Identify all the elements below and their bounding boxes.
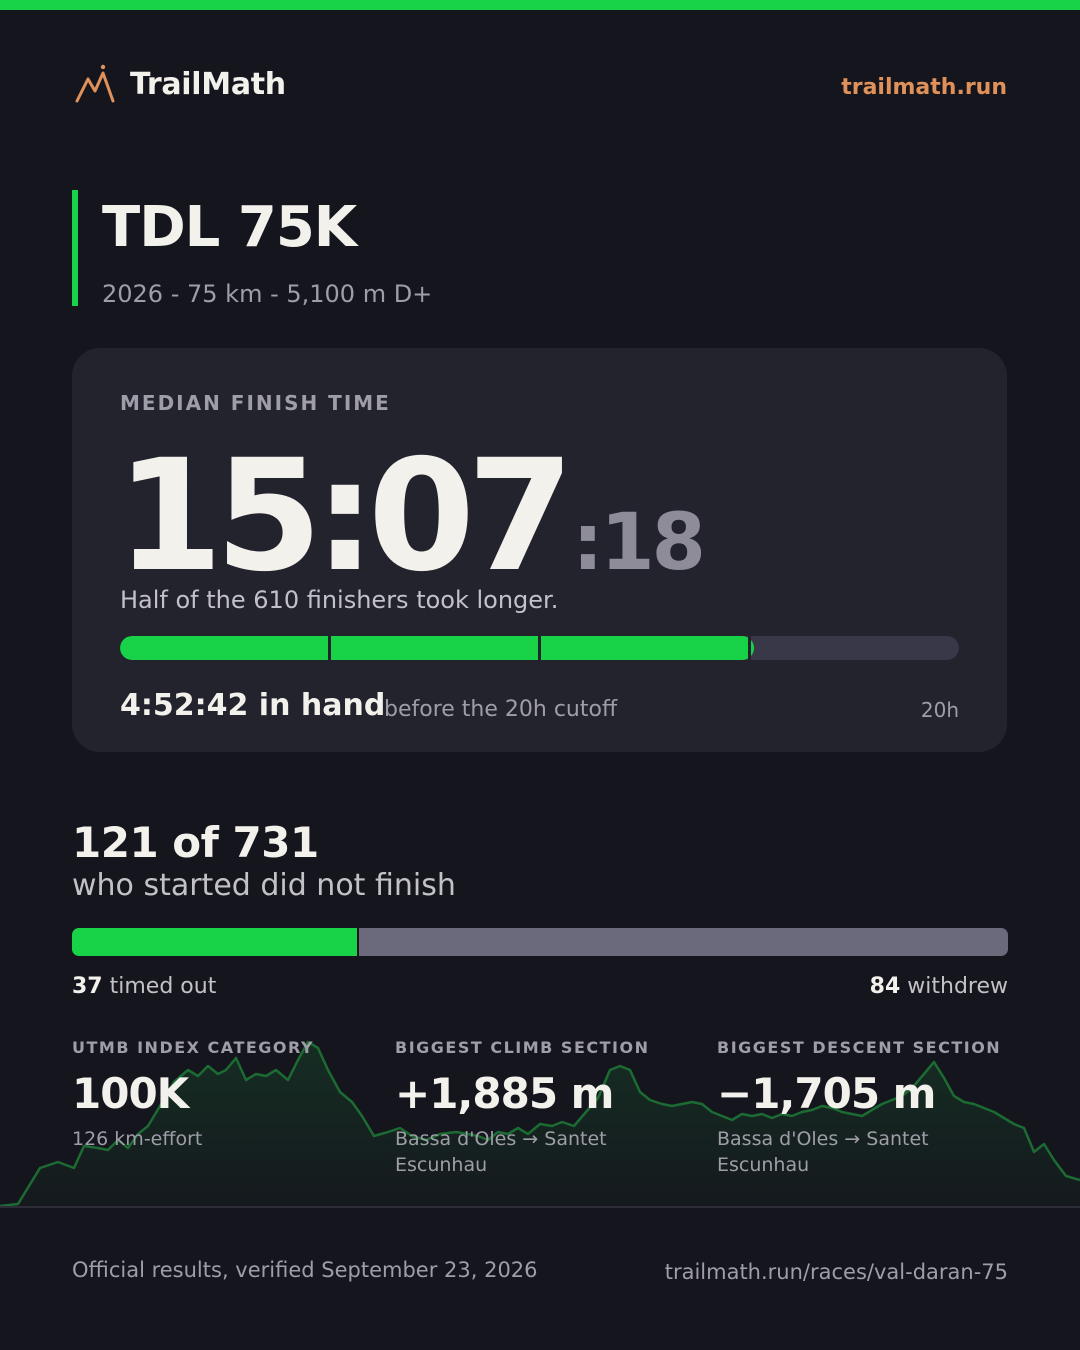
race-title: TDL 75K [102, 195, 357, 260]
dnf-count: 121 of 731 [72, 818, 319, 867]
dnf-timed-out-legend: 37 timed out [72, 974, 216, 999]
stat-label: BIGGEST CLIMB SECTION [395, 1038, 650, 1057]
brand-name: TrailMath [130, 66, 286, 102]
stat-value: +1,885 m [395, 1069, 614, 1118]
progress-hour-tick [328, 636, 332, 660]
cutoff-label: 20h [920, 698, 959, 722]
median-label: MEDIAN FINISH TIME [120, 391, 391, 415]
dnf-breakdown-bar [72, 928, 1008, 956]
dnf-withdrew-segment [359, 928, 1008, 956]
stat-sub: Bassa d'Oles → Santet Escunhau [395, 1128, 607, 1176]
stat-value: 100K [72, 1069, 189, 1118]
stat-label: BIGGEST DESCENT SECTION [717, 1038, 1002, 1057]
race-subtitle: 2026 - 75 km - 5,100 m D+ [102, 280, 433, 308]
median-time: 15:07 :18 [116, 440, 706, 594]
cutoff-row: 4:52:42 in hand before the 20h cutoff 20… [120, 686, 959, 726]
elevation-profile [0, 1040, 1080, 1208]
elevation-profile-line [0, 1040, 1080, 1208]
brand-url-link[interactable]: trailmath.run [841, 75, 1007, 100]
stat-label: UTMB INDEX CATEGORY [72, 1038, 315, 1057]
time-in-hand-note: before the 20h cutoff [384, 697, 618, 722]
stat-sub: Bassa d'Oles → Santet Escunhau [717, 1128, 929, 1176]
median-time-seconds: :18 [572, 498, 706, 588]
median-time-hours-minutes: 15:07 [116, 427, 574, 606]
race-header: TDL 75K 2026 - 75 km - 5,100 m D+ [72, 190, 433, 308]
stat-value: −1,705 m [717, 1069, 936, 1118]
withdrew-label: withdrew [907, 974, 1008, 999]
dnf-label: who started did not finish [72, 868, 456, 903]
stat-utmb-category: UTMB INDEX CATEGORY 100K 126 km-effort [72, 1038, 372, 1152]
withdrew-count: 84 [869, 974, 901, 999]
footer-verified-note: Official results, verified September 23,… [72, 1258, 538, 1282]
median-finish-card: MEDIAN FINISH TIME 15:07 :18 Half of the… [72, 348, 1007, 752]
dnf-withdrew-legend: 84 withdrew [870, 974, 1008, 999]
timed-out-label: timed out [109, 974, 217, 999]
dnf-timed-out-segment [72, 928, 357, 956]
time-in-hand: 4:52:42 in hand [120, 688, 386, 723]
timed-out-count: 37 [72, 974, 103, 999]
cutoff-progress-bar [120, 636, 959, 660]
stat-sub: 126 km-effort [72, 1128, 203, 1150]
cutoff-progress-fill [120, 636, 755, 660]
progress-hour-tick [538, 636, 541, 660]
footer-race-link[interactable]: trailmath.run/races/val-daran-75 [664, 1260, 1008, 1284]
brand[interactable]: TrailMath [74, 62, 286, 106]
top-accent-bar [0, 0, 1080, 10]
median-note: Half of the 610 finishers took longer. [120, 586, 559, 614]
mountain-peak-icon [75, 64, 115, 103]
stat-biggest-descent: BIGGEST DESCENT SECTION −1,705 m Bassa d… [717, 1038, 1007, 1178]
progress-hour-tick [747, 636, 751, 660]
stat-biggest-climb: BIGGEST CLIMB SECTION +1,885 m Bassa d'O… [395, 1038, 685, 1178]
